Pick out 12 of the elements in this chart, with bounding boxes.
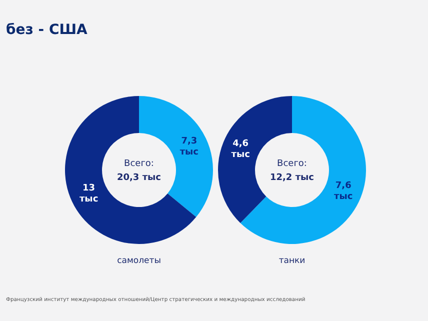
text: 12,2 тыс [270, 173, 314, 183]
data-label: 7,6 тыс [334, 180, 353, 202]
chart-title: без - США [6, 22, 88, 38]
text: Всего: [124, 159, 154, 169]
data-label: 13 тыс [79, 184, 98, 205]
data-label: 7,3 тыс [180, 136, 199, 158]
text: самолеты [117, 256, 161, 266]
text: танки [278, 256, 306, 266]
data-label: 4,6 тыс [231, 139, 250, 160]
text: Всего: [277, 159, 307, 169]
donut-slice [65, 96, 196, 244]
text: 20,3 тыс [116, 173, 162, 183]
